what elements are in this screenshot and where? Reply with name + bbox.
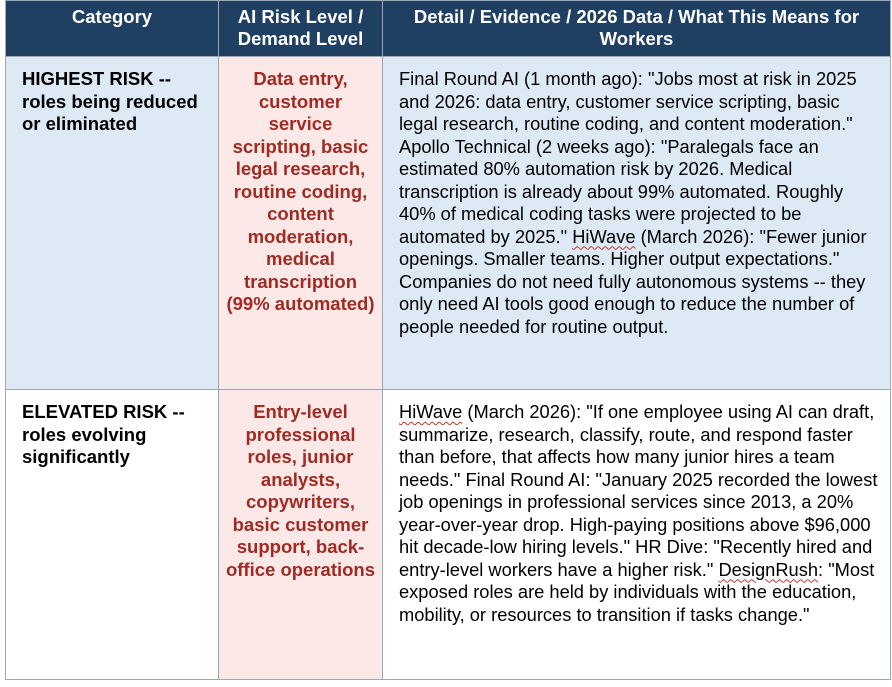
header-detail: Detail / Evidence / 2026 Data / What Thi… xyxy=(382,0,891,57)
spellcheck-word: DesignRush xyxy=(718,558,819,580)
header-risk-level: AI Risk Level / Demand Level xyxy=(218,0,383,57)
risk-level-cell: Entry-level professional roles, junior a… xyxy=(218,389,383,680)
header-category: Category xyxy=(5,0,219,57)
detail-text: : "Most exposed roles are held by indivi… xyxy=(399,558,875,625)
risk-table: Category AI Risk Level / Demand Level De… xyxy=(5,0,891,680)
table-body: HIGHEST RISK -- roles being reduced or e… xyxy=(5,56,891,680)
spellcheck-word: HiWave xyxy=(399,401,463,422)
table-header: Category AI Risk Level / Demand Level De… xyxy=(5,0,891,57)
detail-text: Final Round AI (1 month ago): "Jobs most… xyxy=(399,68,857,247)
spellcheck-word: HiWave xyxy=(572,225,636,247)
detail-cell: Final Round AI (1 month ago): "Jobs most… xyxy=(382,56,891,390)
table-row-highest-risk: HIGHEST RISK -- roles being reduced or e… xyxy=(5,56,891,390)
category-cell: ELEVATED RISK -- roles evolving signific… xyxy=(5,389,219,680)
category-cell: HIGHEST RISK -- roles being reduced or e… xyxy=(5,56,219,390)
header-row: Category AI Risk Level / Demand Level De… xyxy=(5,0,891,57)
detail-text: (March 2026): "Fewer junior openings. Sm… xyxy=(399,225,867,337)
table-row-elevated-risk: ELEVATED RISK -- roles evolving signific… xyxy=(5,389,891,680)
detail-text: (March 2026): "If one employee using AI … xyxy=(399,401,878,580)
risk-level-cell: Data entry, customer service scripting, … xyxy=(218,56,383,390)
detail-cell: HiWave (March 2026): "If one employee us… xyxy=(382,389,891,680)
